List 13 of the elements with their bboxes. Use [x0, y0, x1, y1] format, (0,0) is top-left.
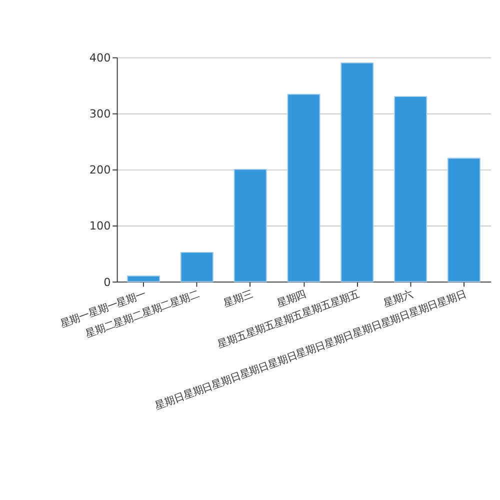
bar — [180, 252, 214, 282]
bar — [234, 168, 267, 282]
y-tick-label: 400 — [89, 52, 111, 65]
bar — [394, 96, 428, 282]
x-tick-label: 星期三 — [222, 288, 254, 310]
y-tick-label: 300 — [89, 108, 111, 121]
y-tick-label: 200 — [89, 164, 111, 177]
y-tick-label: 0 — [104, 276, 111, 289]
y-tick-label: 100 — [89, 220, 111, 233]
bar — [127, 276, 160, 282]
bar — [340, 62, 374, 282]
bar — [447, 158, 480, 282]
bar — [287, 94, 320, 282]
